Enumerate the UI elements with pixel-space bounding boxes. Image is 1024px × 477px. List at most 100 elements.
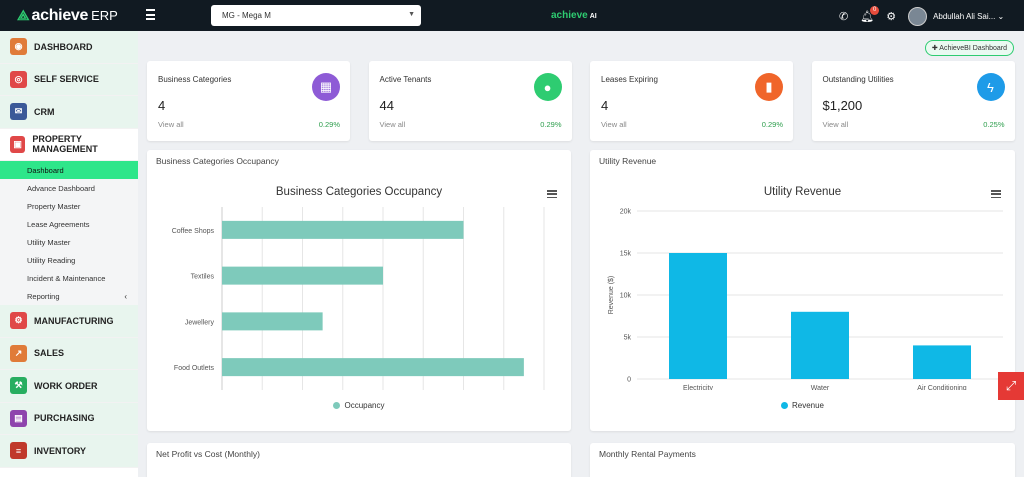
stat-value: 4 xyxy=(601,98,609,113)
module-icon: ≡ xyxy=(10,442,27,460)
stat-percent: 0.25% xyxy=(983,120,1005,129)
module-icon: ⚙ xyxy=(10,312,27,330)
sidebar-module[interactable]: ⚙ MANUFACTURING xyxy=(0,305,138,338)
achievebi-dashboard-button[interactable]: ✚ AchieveBI Dashboard xyxy=(924,40,1014,56)
module-label: CRM xyxy=(34,106,55,117)
chevron-down-icon: ▼ xyxy=(408,11,415,18)
utility-revenue-panel: Utility Revenue Utility Revenue 0 5k 10k 15… xyxy=(590,150,1015,431)
robot-icon[interactable]: ⚙ xyxy=(886,11,897,23)
view-all-link[interactable]: View all xyxy=(379,120,406,129)
grid-icon: ▦ xyxy=(312,73,340,101)
submenu-item[interactable]: Utility Reading xyxy=(0,251,138,269)
net-profit-panel: Net Profit vs Cost (Monthly) xyxy=(147,443,571,477)
view-all-link[interactable]: View all xyxy=(822,120,849,129)
module-label: INVENTORY xyxy=(34,445,87,456)
x-tick-label: Air Conditioning xyxy=(917,385,967,390)
view-all-link[interactable]: View all xyxy=(601,120,627,129)
legend-swatch xyxy=(333,402,341,409)
legend-label: Occupancy xyxy=(344,401,385,410)
submenu-label: Utility Reading xyxy=(27,255,76,265)
sidebar-module[interactable]: ◎ SELF SERVICE xyxy=(0,63,138,96)
logo-suffix: ERP xyxy=(91,8,118,23)
sidebar-module[interactable]: ▤ PURCHASING xyxy=(0,402,138,435)
y-tick-label: Jewellery xyxy=(185,319,215,326)
sidebar-module[interactable]: ◉ DASHBOARD xyxy=(0,31,138,64)
chart-legend[interactable]: Occupancy xyxy=(147,401,571,410)
logo-text: achieve xyxy=(31,6,89,24)
y-tick-label: 20k xyxy=(620,209,632,216)
stat-percent: 0.29% xyxy=(540,120,562,129)
stat-card: Active Tenants 44 View all 0.29% ● xyxy=(368,61,572,141)
avatar[interactable] xyxy=(908,7,928,26)
chevron-left-icon: ‹ xyxy=(124,291,127,301)
document-icon: ▮ xyxy=(755,73,783,101)
module-label: SALES xyxy=(34,348,65,359)
panel-title: Business Categories Occupancy xyxy=(156,156,279,166)
company-select[interactable]: MG - Mega M ▼ xyxy=(211,5,421,26)
main-content: ✚ AchieveBI Dashboard Business Categorie… xyxy=(138,31,1024,477)
submenu-label: Incident & Maintenance xyxy=(27,273,106,283)
chart-menu-icon[interactable] xyxy=(991,190,1001,198)
module-icon: ◉ xyxy=(10,38,27,56)
legend-swatch xyxy=(780,402,788,409)
module-icon: ⚒ xyxy=(10,377,27,395)
occupancy-chart: 0246810121416Coffee ShopsTextilesJewelle… xyxy=(172,207,545,390)
user-name: Abdullah Ali Sai... xyxy=(933,12,996,21)
utility-revenue-chart: 0 5k 10k 15k 20k Revenue ($) Electricity Water A… xyxy=(608,209,1003,390)
menu-toggle-icon[interactable] xyxy=(146,9,155,20)
y-tick-label: 10k xyxy=(620,293,632,300)
panel-title: Utility Revenue xyxy=(599,156,657,166)
submenu-item[interactable]: Advance Dashboard xyxy=(0,179,138,197)
stat-title: Business Categories xyxy=(158,75,232,84)
bar xyxy=(222,266,383,285)
chart-legend[interactable]: Revenue xyxy=(590,401,1015,410)
bell-icon[interactable]: 🔔︎ 0 xyxy=(860,6,880,23)
achieve-ai-logo[interactable]: achieve AI xyxy=(551,10,597,21)
stat-value: 4 xyxy=(158,98,166,113)
y-tick-label: Textiles xyxy=(191,274,215,281)
submenu-label: Reporting xyxy=(27,291,60,301)
submenu-item[interactable]: Lease Agreements xyxy=(0,215,138,233)
submenu-label: Advance Dashboard xyxy=(27,183,95,193)
user-icon: ● xyxy=(533,73,562,101)
bar xyxy=(222,312,323,331)
bar xyxy=(222,220,464,239)
stat-value: $1,200 xyxy=(822,98,863,113)
sidebar-module[interactable]: ⚒ WORK ORDER xyxy=(0,370,138,403)
chart-menu-icon[interactable] xyxy=(547,190,557,198)
submenu-item[interactable]: Incident & Maintenance xyxy=(0,269,138,287)
submenu-item[interactable]: Property Master xyxy=(0,197,138,215)
panel-title: Monthly Rental Payments xyxy=(599,449,696,459)
bar xyxy=(222,358,524,377)
stat-title: Leases Expiring xyxy=(601,75,658,84)
submenu-item[interactable]: Dashboard xyxy=(0,161,138,179)
module-label: PURCHASING xyxy=(34,413,95,424)
stat-title: Outstanding Utilities xyxy=(822,75,894,84)
app-logo[interactable]: ⟁ achieve ERP xyxy=(0,7,138,25)
module-label: DASHBOARD xyxy=(34,41,93,52)
sidebar-module[interactable]: ↗ SALES xyxy=(0,337,138,370)
submenu-item[interactable]: Reporting ‹ xyxy=(0,287,138,305)
sidebar-module[interactable]: ▣ PROPERTY MANAGEMENT xyxy=(0,128,138,161)
sidebar-module[interactable]: ✉ CRM xyxy=(0,96,138,129)
top-bar: ⟁ achieve ERP MG - Mega M ▼ achieve AI ✆ … xyxy=(0,0,1024,31)
stat-card: Outstanding Utilities $1,200 View all 0.25%… xyxy=(811,61,1015,141)
y-tick-label: Coffee Shops xyxy=(172,228,215,235)
expand-icon[interactable]: ⤢ xyxy=(998,372,1024,400)
module-icon: ▣ xyxy=(10,135,26,153)
phone-icon[interactable]: ✆ xyxy=(839,11,849,23)
submenu-item[interactable]: Utility Master xyxy=(0,233,138,251)
user-menu[interactable]: Abdullah Ali Sai... ⌄ xyxy=(933,12,1005,21)
legend-label: Revenue xyxy=(791,401,825,410)
sidebar-module[interactable]: ≡ INVENTORY xyxy=(0,435,138,468)
stat-card: Leases Expiring 4 View all 0.29% ▮ xyxy=(590,61,793,141)
chart-title: Business Categories Occupancy xyxy=(275,186,443,198)
bar xyxy=(791,311,849,379)
bolt-icon: ϟ xyxy=(976,73,1005,101)
view-all-link[interactable]: View all xyxy=(158,120,184,129)
notification-badge: 0 xyxy=(870,6,880,15)
module-icon: ✉ xyxy=(10,103,27,121)
stat-value: 44 xyxy=(379,98,394,113)
submenu-label: Utility Master xyxy=(27,237,71,247)
y-tick-label: 15k xyxy=(620,251,632,258)
